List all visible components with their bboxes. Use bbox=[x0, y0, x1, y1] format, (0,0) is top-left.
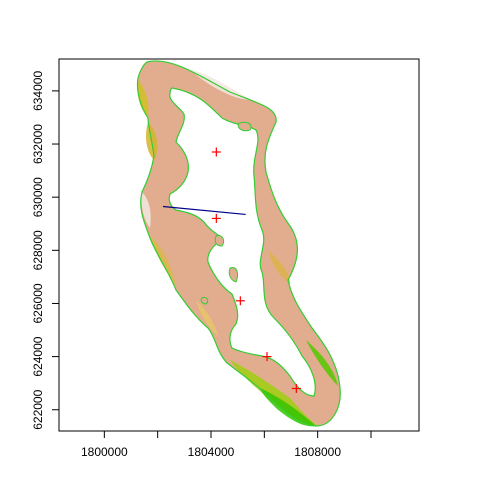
transect-line bbox=[162, 205, 246, 216]
terrain-patch-2 bbox=[141, 192, 151, 228]
island-outline bbox=[136, 60, 341, 427]
terrain-patch-7 bbox=[306, 340, 338, 386]
terrain-patch-6 bbox=[260, 388, 316, 427]
terrain-patch-4 bbox=[268, 250, 290, 284]
sample-point-marker bbox=[262, 352, 272, 362]
y-axis: 622000 624000 626000 628000 630000 632000 6340… bbox=[31, 71, 59, 430]
x-axis: 1800000 1804000 1808000 bbox=[81, 431, 372, 459]
terrain-patch-0 bbox=[137, 80, 149, 116]
y-tick-label: 630000 bbox=[31, 177, 45, 217]
islet-0 bbox=[237, 121, 252, 132]
x-tick-label: 1808000 bbox=[294, 445, 341, 459]
panel-border bbox=[58, 58, 420, 432]
terrain-patch-8 bbox=[190, 70, 252, 100]
y-tick-label: 632000 bbox=[31, 124, 45, 164]
y-tick-label: 622000 bbox=[31, 389, 45, 429]
islet-2 bbox=[228, 267, 239, 283]
overlay-layer bbox=[162, 147, 301, 393]
terrain-patch-9 bbox=[196, 300, 218, 336]
sample-point-marker bbox=[211, 213, 221, 223]
islet-3 bbox=[200, 297, 209, 305]
sample-point-marker bbox=[235, 296, 245, 306]
y-tick-label: 626000 bbox=[31, 283, 45, 323]
sample-point-marker bbox=[291, 383, 301, 393]
y-tick-label: 634000 bbox=[31, 71, 45, 111]
y-tick-label: 628000 bbox=[31, 230, 45, 270]
sample-point-marker bbox=[211, 147, 221, 157]
island-raster bbox=[136, 60, 341, 427]
x-tick-label: 1800000 bbox=[81, 445, 128, 459]
lake-area bbox=[168, 87, 316, 397]
x-tick-label: 1804000 bbox=[188, 445, 235, 459]
terrain-patch-3 bbox=[150, 236, 176, 286]
y-tick-label: 624000 bbox=[31, 336, 45, 376]
terrain-patch-5 bbox=[230, 360, 318, 426]
islet-1 bbox=[214, 235, 225, 247]
